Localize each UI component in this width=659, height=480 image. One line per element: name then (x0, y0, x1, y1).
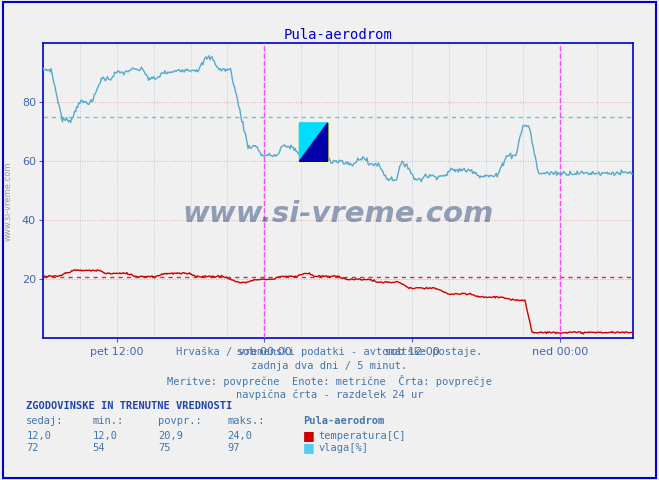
Text: Hrvaška / vremenski podatki - avtomatske postaje.: Hrvaška / vremenski podatki - avtomatske… (177, 347, 482, 357)
Polygon shape (299, 123, 328, 161)
Title: Pula-aerodrom: Pula-aerodrom (283, 28, 392, 42)
Text: www.si-vreme.com: www.si-vreme.com (182, 201, 494, 228)
Text: zadnja dva dni / 5 minut.: zadnja dva dni / 5 minut. (251, 361, 408, 371)
Text: Pula-aerodrom: Pula-aerodrom (303, 416, 384, 426)
Text: povpr.:: povpr.: (158, 416, 202, 426)
Text: sedaj:: sedaj: (26, 416, 64, 426)
Bar (299, 123, 328, 161)
Text: 72: 72 (26, 443, 39, 453)
Text: 12,0: 12,0 (26, 431, 51, 441)
Text: 97: 97 (227, 443, 240, 453)
Text: temperatura[C]: temperatura[C] (318, 431, 406, 441)
Text: vlaga[%]: vlaga[%] (318, 443, 368, 453)
Text: 20,9: 20,9 (158, 431, 183, 441)
Text: 12,0: 12,0 (92, 431, 117, 441)
Text: ■: ■ (303, 441, 315, 454)
Text: ZGODOVINSKE IN TRENUTNE VREDNOSTI: ZGODOVINSKE IN TRENUTNE VREDNOSTI (26, 401, 233, 411)
Text: 75: 75 (158, 443, 171, 453)
Text: 24,0: 24,0 (227, 431, 252, 441)
Text: www.si-vreme.com: www.si-vreme.com (3, 162, 13, 241)
Polygon shape (299, 123, 328, 161)
Text: maks.:: maks.: (227, 416, 265, 426)
Text: ■: ■ (303, 429, 315, 442)
Text: Meritve: povprečne  Enote: metrične  Črta: povprečje: Meritve: povprečne Enote: metrične Črta:… (167, 375, 492, 387)
Text: navpična črta - razdelek 24 ur: navpična črta - razdelek 24 ur (236, 390, 423, 400)
Text: 54: 54 (92, 443, 105, 453)
Text: min.:: min.: (92, 416, 123, 426)
